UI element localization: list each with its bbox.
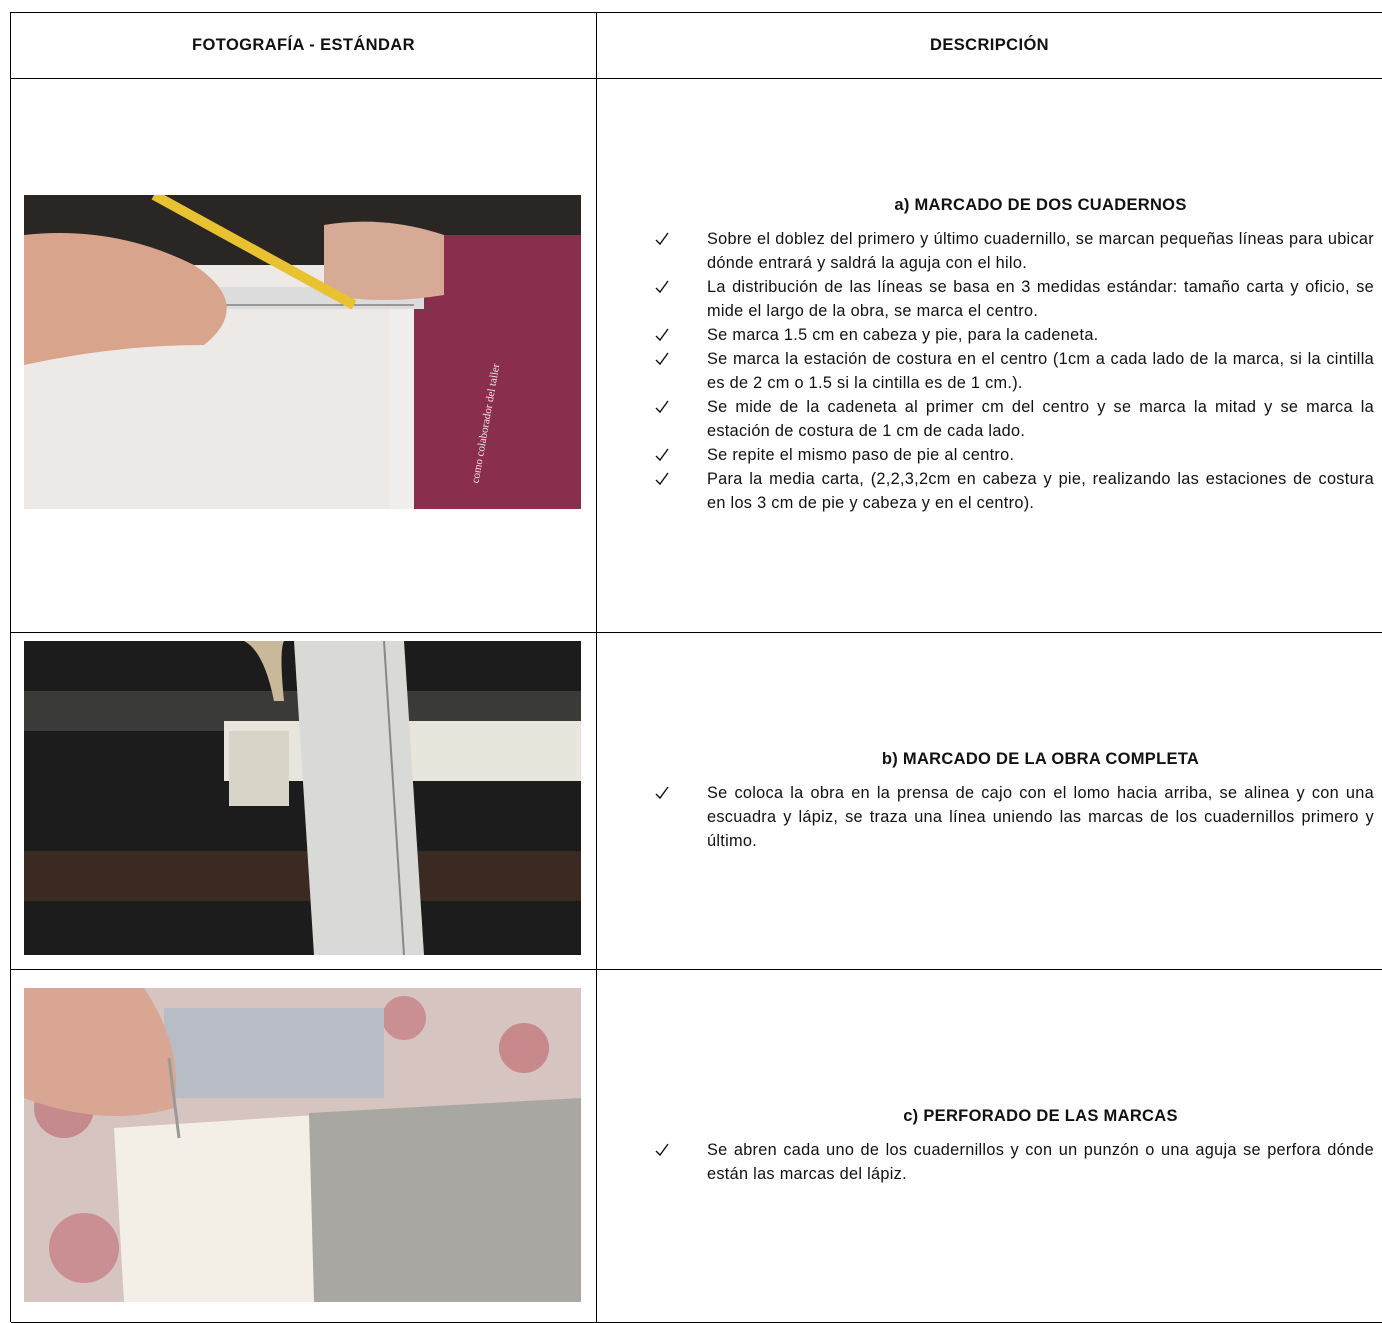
check-icon — [655, 786, 669, 799]
bullet-list: Se coloca la obra en la prensa de cajo c… — [597, 781, 1374, 853]
check-icon — [655, 280, 669, 294]
header-text: DESCRIPCIÓN — [930, 36, 1049, 54]
description-cell: a) MARCADO DE DOS CUADERNOS Sobre el dobl… — [597, 79, 1382, 633]
bullet-item: Se abren cada uno de los cuadernillos y … — [597, 1138, 1374, 1186]
check-icon — [655, 400, 669, 414]
bullet-text: Se repite el mismo paso de pie al centro… — [707, 446, 1015, 464]
bullet-text: Se mide de la cadeneta al primer cm del … — [707, 398, 1374, 440]
check-icon — [655, 328, 669, 342]
photo-cell: como colaborador del taller — [11, 79, 597, 633]
bullet-text: Se marca 1.5 cm en cabeza y pie, para la… — [707, 326, 1099, 344]
bullet-text: Se abren cada uno de los cuadernillos y … — [707, 1140, 1374, 1183]
photo-cell — [11, 970, 597, 1323]
bullet-text: Sobre el doblez del primero y último cua… — [707, 230, 1374, 272]
photo-cell — [11, 633, 597, 970]
bullet-item: Se marca la estación de costura en el ce… — [597, 347, 1374, 395]
row-title: b) MARCADO DE LA OBRA COMPLETA — [881, 749, 1200, 768]
check-icon — [655, 232, 669, 246]
check-icon — [655, 472, 669, 486]
description-cell: b) MARCADO DE LA OBRA COMPLETA Se coloca … — [597, 633, 1382, 970]
check-icon — [655, 352, 669, 366]
bullet-item: Se repite el mismo paso de pie al centro… — [597, 443, 1374, 467]
bullet-text: Se marca la estación de costura en el ce… — [707, 350, 1374, 392]
bullet-text: Para la media carta, (2,2,3,2cm en cabez… — [707, 470, 1374, 512]
bullet-text: La distribución de las líneas se basa en… — [707, 278, 1374, 320]
header-cell: FOTOGRAFÍA - ESTÁNDAR — [11, 13, 597, 79]
bullet-list: Se abren cada uno de los cuadernillos y … — [597, 1138, 1374, 1186]
row-title: c) PERFORADO DE LAS MARCAS — [903, 1106, 1178, 1125]
bullet-item: Para la media carta, (2,2,3,2cm en cabez… — [597, 467, 1374, 515]
bullet-item: Se coloca la obra en la prensa de cajo c… — [597, 781, 1374, 853]
bullet-text: Se coloca la obra en la prensa de cajo c… — [707, 783, 1374, 850]
bullet-item: Se mide de la cadeneta al primer cm del … — [597, 395, 1374, 443]
photo: como colaborador del taller — [24, 195, 581, 509]
bullet-item: Sobre el doblez del primero y último cua… — [597, 227, 1374, 275]
bullet-list: Sobre el doblez del primero y último cua… — [597, 227, 1374, 515]
check-icon — [655, 1143, 669, 1156]
photo — [24, 988, 581, 1302]
check-icon — [655, 448, 669, 462]
description-cell: c) PERFORADO DE LAS MARCAS Se abren cada … — [597, 970, 1382, 1323]
header-text: FOTOGRAFÍA - ESTÁNDAR — [192, 36, 415, 54]
bullet-item: Se marca 1.5 cm en cabeza y pie, para la… — [597, 323, 1374, 347]
bullet-item: La distribución de las líneas se basa en… — [597, 275, 1374, 323]
row-title: a) MARCADO DE DOS CUADERNOS — [894, 196, 1187, 214]
photo — [24, 641, 581, 955]
header-cell: DESCRIPCIÓN — [597, 13, 1382, 79]
table: FOTOGRAFÍA - ESTÁNDAR DESCRIPCIÓN como c… — [10, 12, 1382, 1323]
